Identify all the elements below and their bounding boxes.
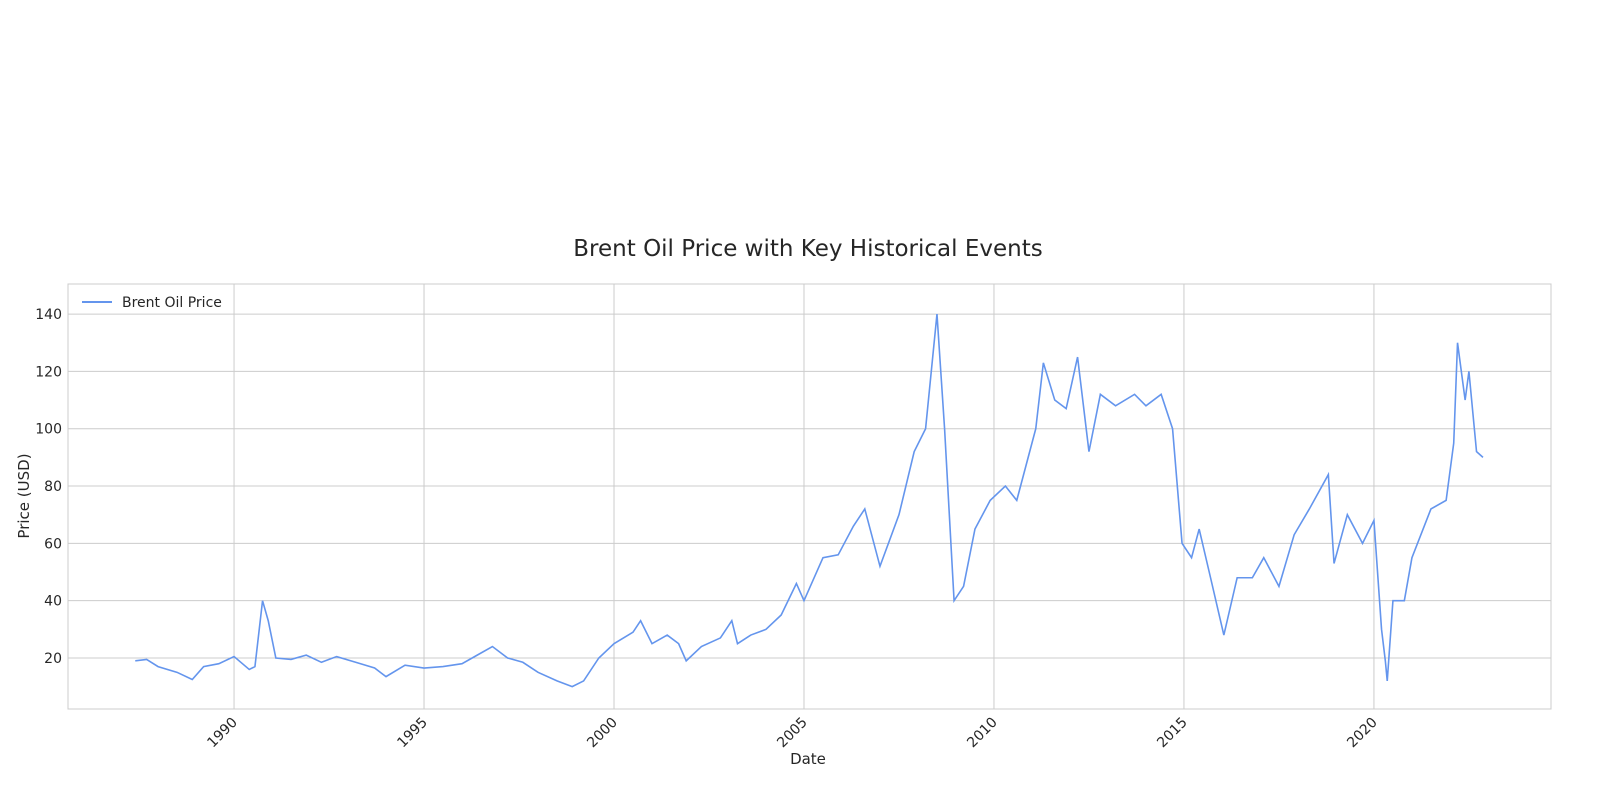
x-tick-label: 2000: [584, 715, 621, 752]
y-tick-label: 40: [44, 594, 62, 610]
y-tick-label: 60: [44, 536, 62, 552]
legend-label: Brent Oil Price: [122, 295, 222, 311]
price-line: [135, 314, 1484, 688]
plot-frame: [67, 283, 1552, 710]
x-tick-label: 2010: [964, 715, 1001, 752]
y-tick-label: 20: [44, 651, 62, 667]
chart-title: Brent Oil Price with Key Historical Even…: [573, 236, 1042, 262]
x-tick-label: 1995: [394, 715, 431, 752]
y-tick-label: 120: [35, 364, 62, 380]
x-tick-label: 2020: [1344, 715, 1381, 752]
y-tick-label: 80: [44, 479, 62, 495]
x-tick-label: 1990: [204, 715, 241, 752]
y-axis-label: Price (USD): [15, 453, 33, 538]
x-axis-label: Date: [790, 750, 826, 768]
x-tick-label: 2005: [774, 715, 811, 752]
y-tick-label: 100: [35, 422, 62, 438]
x-tick-label: 2015: [1154, 715, 1191, 752]
y-tick-label: 140: [35, 307, 62, 323]
